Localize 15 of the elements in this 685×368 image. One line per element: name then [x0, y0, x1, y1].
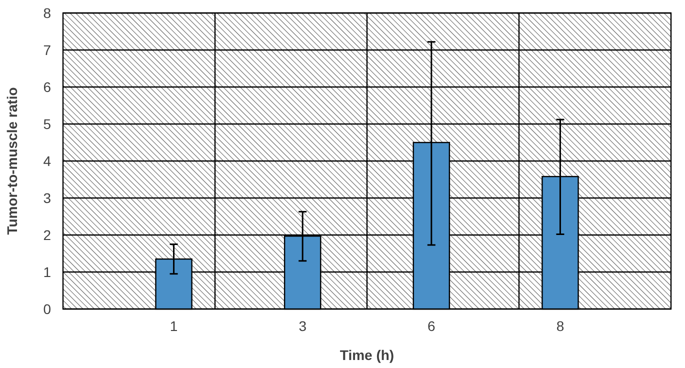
- y-tick-label: 8: [43, 4, 52, 21]
- x-axis-title: Time (h): [340, 347, 394, 363]
- x-tick-label: 1: [170, 318, 178, 334]
- y-tick-label: 3: [43, 190, 52, 206]
- y-tick-label: 0: [43, 300, 52, 317]
- y-tick-label: 2: [43, 226, 52, 243]
- y-tick-label: 6: [43, 78, 52, 95]
- y-tick-label: 1: [43, 264, 52, 280]
- x-tick-label: 3: [298, 318, 307, 334]
- x-tick-label: 6: [428, 318, 436, 334]
- x-tick-label: 8: [556, 318, 564, 334]
- y-tick-label: 4: [43, 152, 52, 169]
- y-tick-label: 5: [43, 116, 52, 132]
- y-axis-title: Tumor-to-muscle ratio: [4, 87, 20, 235]
- y-tick-label: 7: [43, 42, 52, 58]
